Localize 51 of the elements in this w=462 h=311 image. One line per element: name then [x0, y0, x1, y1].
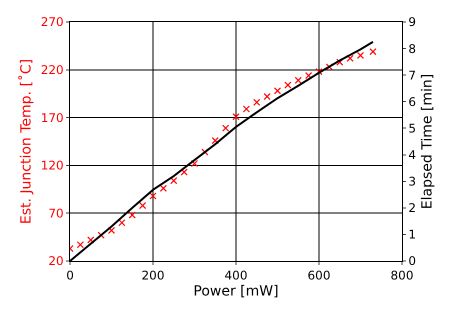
point [336, 58, 344, 66]
y-tick-label: 20 [48, 254, 64, 268]
point [160, 184, 167, 192]
x-tick-label: 400 [224, 268, 248, 282]
point [284, 82, 292, 89]
point [139, 202, 146, 210]
point [356, 52, 364, 60]
y2-tick-label: 2 [408, 201, 416, 216]
y2-tick-label: 9 [408, 15, 416, 30]
x-tick-label: 200 [142, 268, 164, 282]
point [108, 226, 116, 234]
point [326, 63, 333, 71]
y2-tick-label: 8 [408, 42, 416, 56]
point [76, 241, 84, 248]
y2-tick-label: 1 [408, 228, 416, 242]
y2-axis-title: Elapsed Time [min] [419, 74, 436, 210]
y2-tick-label: 6 [408, 94, 416, 109]
point [305, 72, 312, 80]
point [346, 54, 354, 62]
point [190, 160, 198, 168]
point [253, 98, 260, 106]
x-tick-label: 0 [66, 268, 74, 282]
y2-tick-label: 5 [408, 121, 416, 136]
y2-tick-label: 4 [408, 148, 416, 162]
point [274, 87, 282, 94]
y-axis-title: Est. Junction Temp. [˚C] [17, 58, 34, 224]
y-tick-label: 220 [40, 63, 64, 77]
point [118, 219, 126, 226]
point [87, 236, 94, 244]
point [149, 192, 157, 200]
point [222, 124, 230, 132]
point [369, 48, 377, 56]
y2-tick-label: 0 [408, 254, 416, 268]
point [242, 105, 250, 113]
y-tick-label: 70 [48, 206, 64, 220]
point [170, 177, 178, 184]
point [180, 168, 188, 176]
y-tick-label: 270 [40, 15, 64, 30]
x-axis-title: Power [mW] [193, 284, 279, 300]
point [315, 68, 323, 76]
y-tick-label: 170 [40, 110, 64, 125]
y2-tick-label: 3 [408, 174, 416, 189]
y2-tick-label: 7 [408, 68, 416, 82]
x-tick-label: 600 [308, 268, 330, 282]
point [264, 92, 271, 100]
point [294, 76, 302, 84]
point [128, 212, 136, 219]
x-tick-label: 800 [390, 268, 414, 282]
y-tick-label: 120 [40, 158, 64, 173]
point [232, 113, 240, 120]
point [212, 136, 219, 144]
